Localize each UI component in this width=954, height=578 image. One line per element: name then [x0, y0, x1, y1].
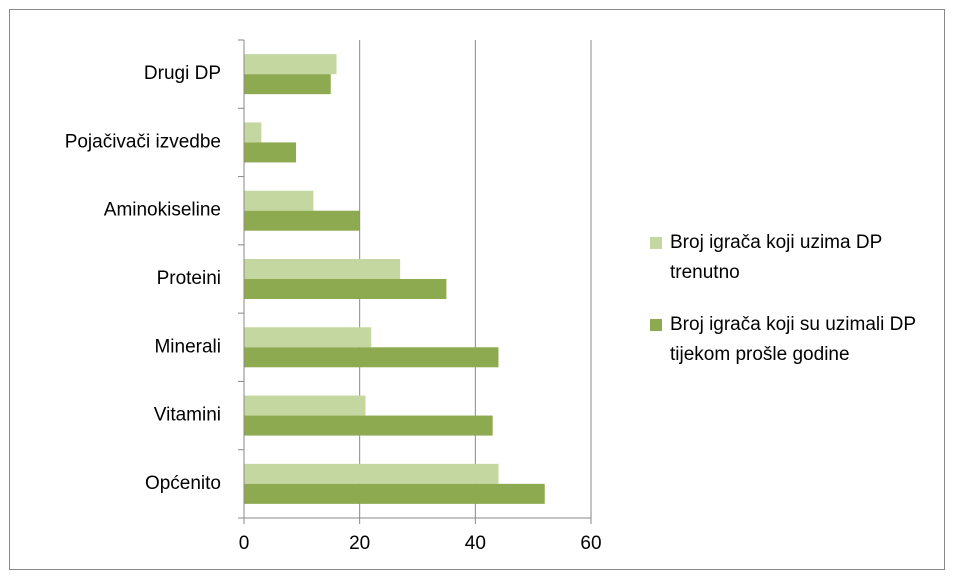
x-tick-label: 20 — [349, 533, 370, 554]
x-tick-label: 40 — [465, 533, 486, 554]
y-tick-label: Pojačivači izvedbe — [65, 131, 221, 152]
bar — [244, 279, 447, 299]
bar — [244, 122, 262, 143]
bar — [244, 210, 360, 231]
bar — [244, 327, 372, 348]
y-tick-label: Minerali — [154, 336, 221, 357]
legend-swatch — [650, 237, 662, 249]
bar — [244, 347, 499, 368]
bar — [244, 463, 499, 484]
y-tick-label: Aminokiseline — [104, 200, 221, 221]
legend-swatch — [650, 319, 662, 331]
y-tick-label: Drugi DP — [144, 63, 221, 84]
legend-label: Broj igrača koji su uzimali DP tijekom p… — [670, 314, 916, 365]
bar — [244, 395, 366, 416]
y-tick-label: Općenito — [145, 473, 221, 494]
y-tick-label: Proteini — [157, 268, 221, 289]
y-tick-label: Vitamini — [154, 405, 221, 426]
bar — [244, 54, 337, 75]
bar — [244, 483, 545, 504]
bar — [244, 259, 401, 279]
bar — [244, 142, 297, 163]
x-tick-label: 60 — [580, 533, 601, 554]
bar — [244, 190, 314, 211]
bar — [244, 74, 331, 95]
x-tick-label: 0 — [239, 533, 250, 554]
legend-label: Broj igrača koji uzima DP trenutno — [670, 232, 882, 283]
bar — [244, 415, 493, 436]
